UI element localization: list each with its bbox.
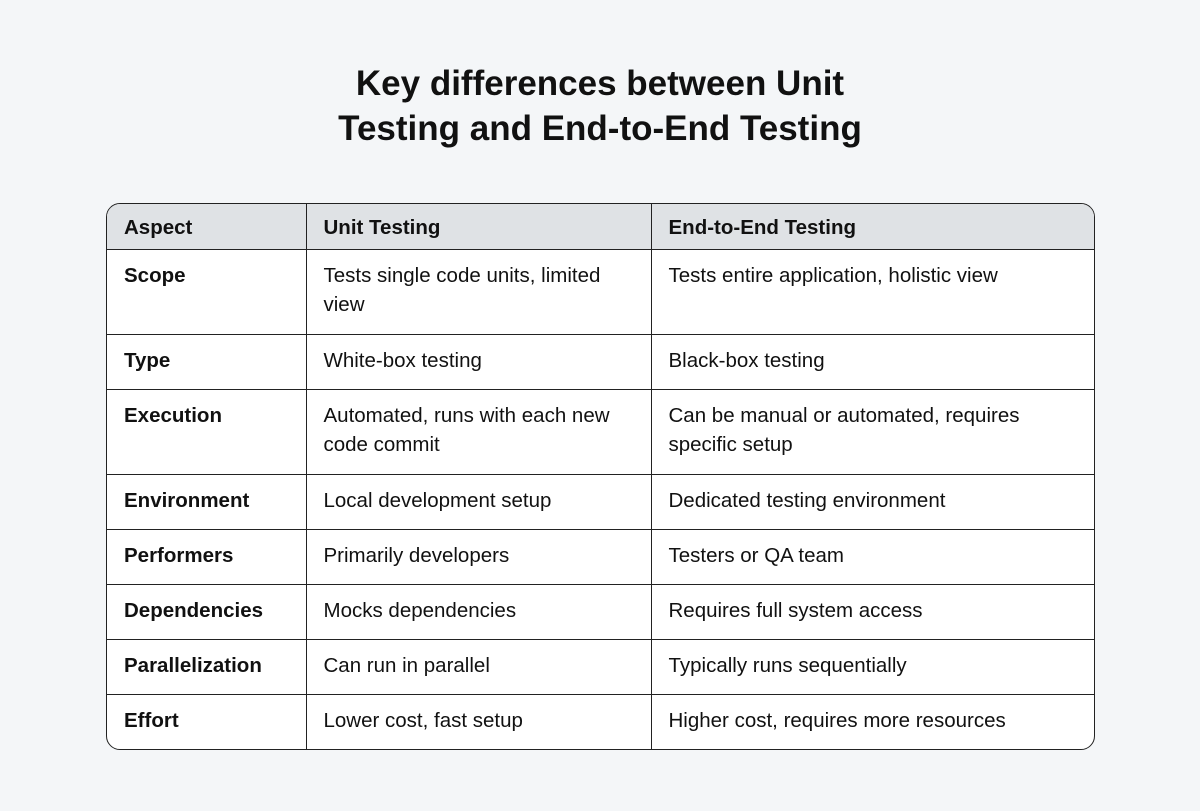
table-row: Parallelization Can run in parallel Typica… bbox=[107, 639, 1094, 695]
aspect-cell: Performers bbox=[107, 529, 307, 585]
e2e-testing-cell: Dedicated testing environment bbox=[651, 474, 1094, 530]
header-e2e-testing: End-to-End Testing bbox=[651, 204, 1094, 250]
aspect-cell: Parallelization bbox=[107, 639, 307, 695]
aspect-cell: Execution bbox=[107, 389, 307, 475]
table-row: Dependencies Mocks dependencies Requires f… bbox=[107, 584, 1094, 640]
aspect-cell: Dependencies bbox=[107, 584, 307, 640]
unit-testing-cell: Local development setup bbox=[306, 474, 652, 530]
unit-testing-cell: Mocks dependencies bbox=[306, 584, 652, 640]
aspect-cell: Scope bbox=[107, 249, 307, 335]
table-row: Execution Automated, runs with each new c… bbox=[107, 389, 1094, 475]
aspect-cell: Effort bbox=[107, 694, 307, 749]
table-row: Type White-box testing Black-box testing bbox=[107, 334, 1094, 390]
header-aspect: Aspect bbox=[107, 204, 307, 250]
unit-testing-cell: Primarily developers bbox=[306, 529, 652, 585]
comparison-table: Aspect Unit Testing End-to-End Testing S… bbox=[106, 203, 1095, 750]
e2e-testing-cell: Tests entire application, holistic view bbox=[651, 249, 1094, 335]
page-title: Key differences between Unit Testing and… bbox=[338, 64, 862, 148]
e2e-testing-cell: Requires full system access bbox=[651, 584, 1094, 640]
aspect-cell: Environment bbox=[107, 474, 307, 530]
e2e-testing-cell: Can be manual or automated, requires spe… bbox=[651, 389, 1094, 475]
e2e-testing-cell: Black-box testing bbox=[651, 334, 1094, 390]
unit-testing-cell: Automated, runs with each new code commi… bbox=[306, 389, 652, 475]
e2e-testing-cell: Testers or QA team bbox=[651, 529, 1094, 585]
unit-testing-cell: White-box testing bbox=[306, 334, 652, 390]
table-header-row: Aspect Unit Testing End-to-End Testing bbox=[107, 204, 1094, 250]
table-row: Environment Local development setup Dedica… bbox=[107, 474, 1094, 530]
unit-testing-cell: Can run in parallel bbox=[306, 639, 652, 695]
aspect-cell: Type bbox=[107, 334, 307, 390]
unit-testing-cell: Tests single code units, limited view bbox=[306, 249, 652, 335]
table-row: Performers Primarily developers Testers or… bbox=[107, 529, 1094, 585]
header-unit-testing: Unit Testing bbox=[306, 204, 652, 250]
e2e-testing-cell: Typically runs sequentially bbox=[651, 639, 1094, 695]
e2e-testing-cell: Higher cost, requires more resources bbox=[668, 709, 1006, 732]
unit-testing-cell: Lower cost, fast setup bbox=[306, 694, 652, 749]
table-row: Effort Lower cost, fast setup Higher cost,… bbox=[107, 694, 1094, 749]
table-row: Scope Tests single code units, limited vi… bbox=[107, 249, 1094, 335]
